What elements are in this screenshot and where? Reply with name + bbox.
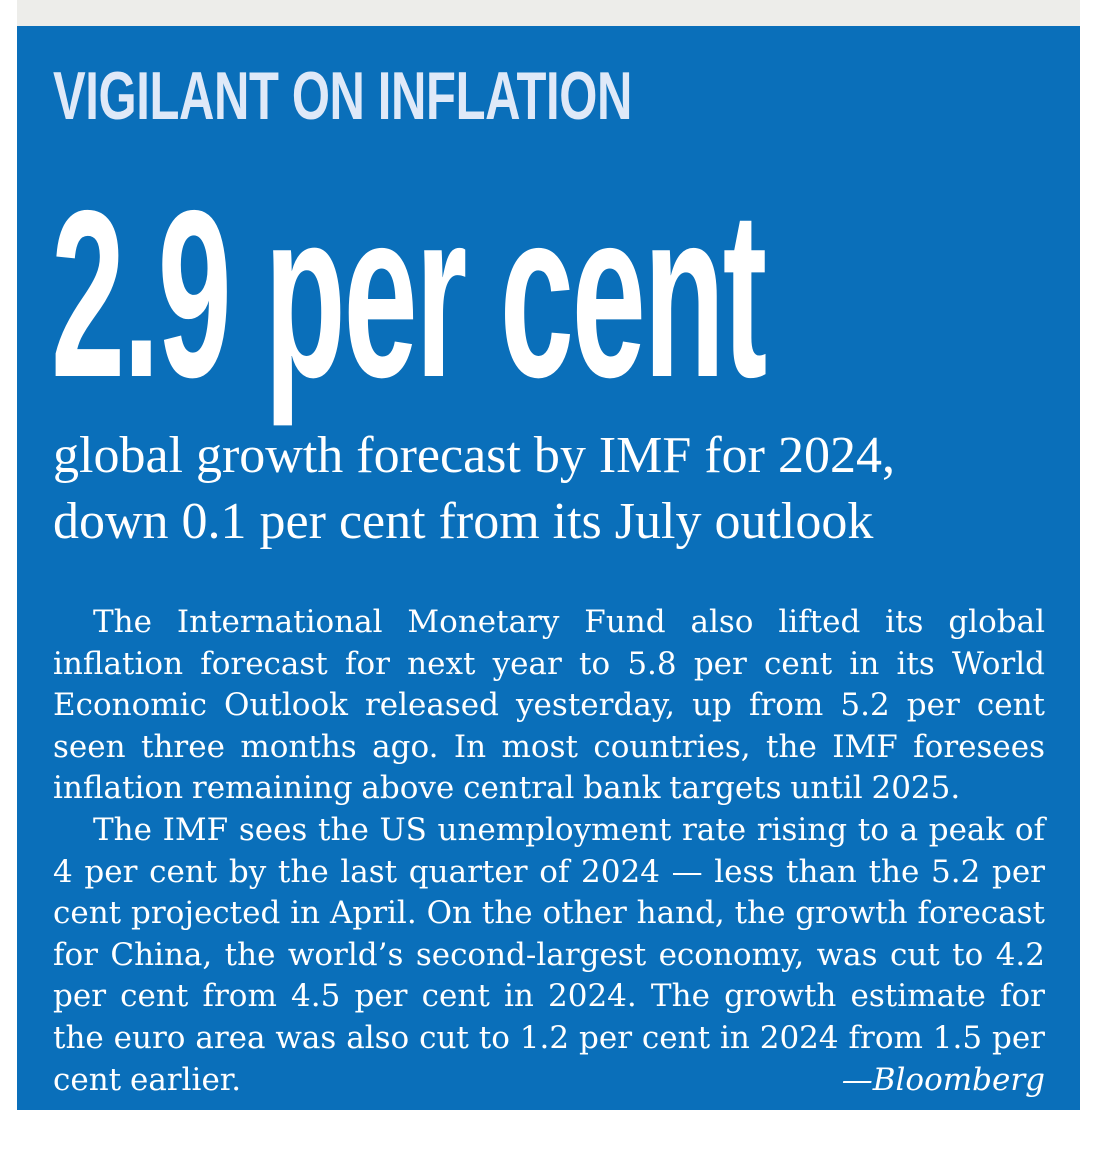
article-body: The International Monetary Fund also lif…	[53, 602, 1045, 1101]
source-credit: —Bloomberg	[841, 1061, 1045, 1098]
kicker-heading: VIGILANT ON INFLATION	[53, 58, 633, 134]
infobox-panel: VIGILANT ON INFLATION 2.9 per cent globa…	[17, 26, 1080, 1110]
subhead-line-1: global growth forecast by IMF for 2024,	[53, 427, 895, 484]
paragraph-2: The IMF sees the US unemployment rate ri…	[53, 810, 1045, 1101]
headline-number: 2.9 per cent	[51, 162, 767, 427]
paragraph-1: The International Monetary Fund also lif…	[53, 604, 1045, 807]
subhead-line-2: down 0.1 per cent from its July outlook	[53, 493, 874, 550]
paragraph-2-text: The IMF sees the US unemployment rate ri…	[53, 811, 1045, 1098]
subhead: global growth forecast by IMF for 2024, …	[53, 423, 1053, 555]
top-strip	[17, 0, 1080, 26]
